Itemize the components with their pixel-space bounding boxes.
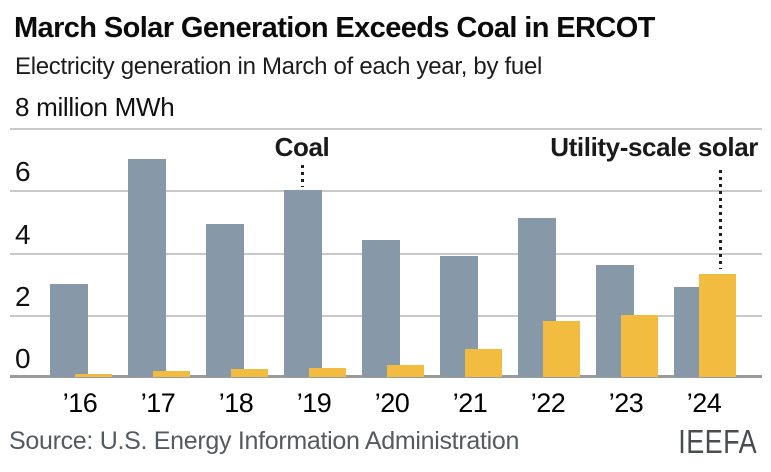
ieefa-logo: IEEFA	[678, 423, 757, 460]
solar-bar	[543, 320, 580, 377]
coal-bar	[50, 283, 88, 377]
x-tick-label: ’20	[374, 388, 410, 418]
chart-title: March Solar Generation Exceeds Coal in E…	[14, 12, 655, 44]
solar-bar	[621, 314, 658, 377]
x-tick-label: ’16	[62, 388, 98, 418]
x-tick-label: ’17	[140, 388, 176, 418]
solar-bar	[699, 274, 736, 377]
x-tick-label: ’18	[218, 388, 254, 418]
x-tick-label: ’24	[686, 388, 722, 418]
coal-series-label: Coal	[274, 132, 330, 162]
coal-annotation-leader-line	[301, 165, 304, 187]
y-tick-label-2: 2	[15, 281, 31, 312]
x-tick-label: ’22	[530, 388, 566, 418]
y-tick-label-4: 4	[15, 219, 31, 250]
solar-annotation-leader-line	[719, 170, 722, 269]
solar-bar	[309, 367, 346, 377]
y-tick-label-6: 6	[15, 156, 31, 187]
gridline-6	[10, 190, 762, 192]
gridline-8	[10, 128, 762, 130]
solar-bar	[75, 373, 112, 377]
coal-bar	[206, 224, 244, 377]
source-attribution: Source: U.S. Energy Information Administ…	[9, 427, 520, 455]
chart-subtitle: Electricity generation in March of each …	[15, 53, 543, 80]
x-tick-label: ’21	[452, 388, 488, 418]
y-tick-label-0: 0	[15, 343, 31, 374]
solar-series-label: Utility-scale solar	[550, 132, 758, 162]
coal-bar	[362, 240, 400, 377]
solar-bar	[387, 364, 424, 377]
solar-bar	[465, 348, 502, 377]
y-axis-unit-label: 8 million MWh	[15, 92, 175, 122]
coal-bar	[128, 159, 166, 377]
solar-bar	[153, 370, 190, 377]
solar-bar	[231, 369, 268, 377]
x-tick-label: ’23	[608, 388, 644, 418]
coal-bar	[284, 190, 322, 377]
x-tick-label: ’19	[296, 388, 332, 418]
